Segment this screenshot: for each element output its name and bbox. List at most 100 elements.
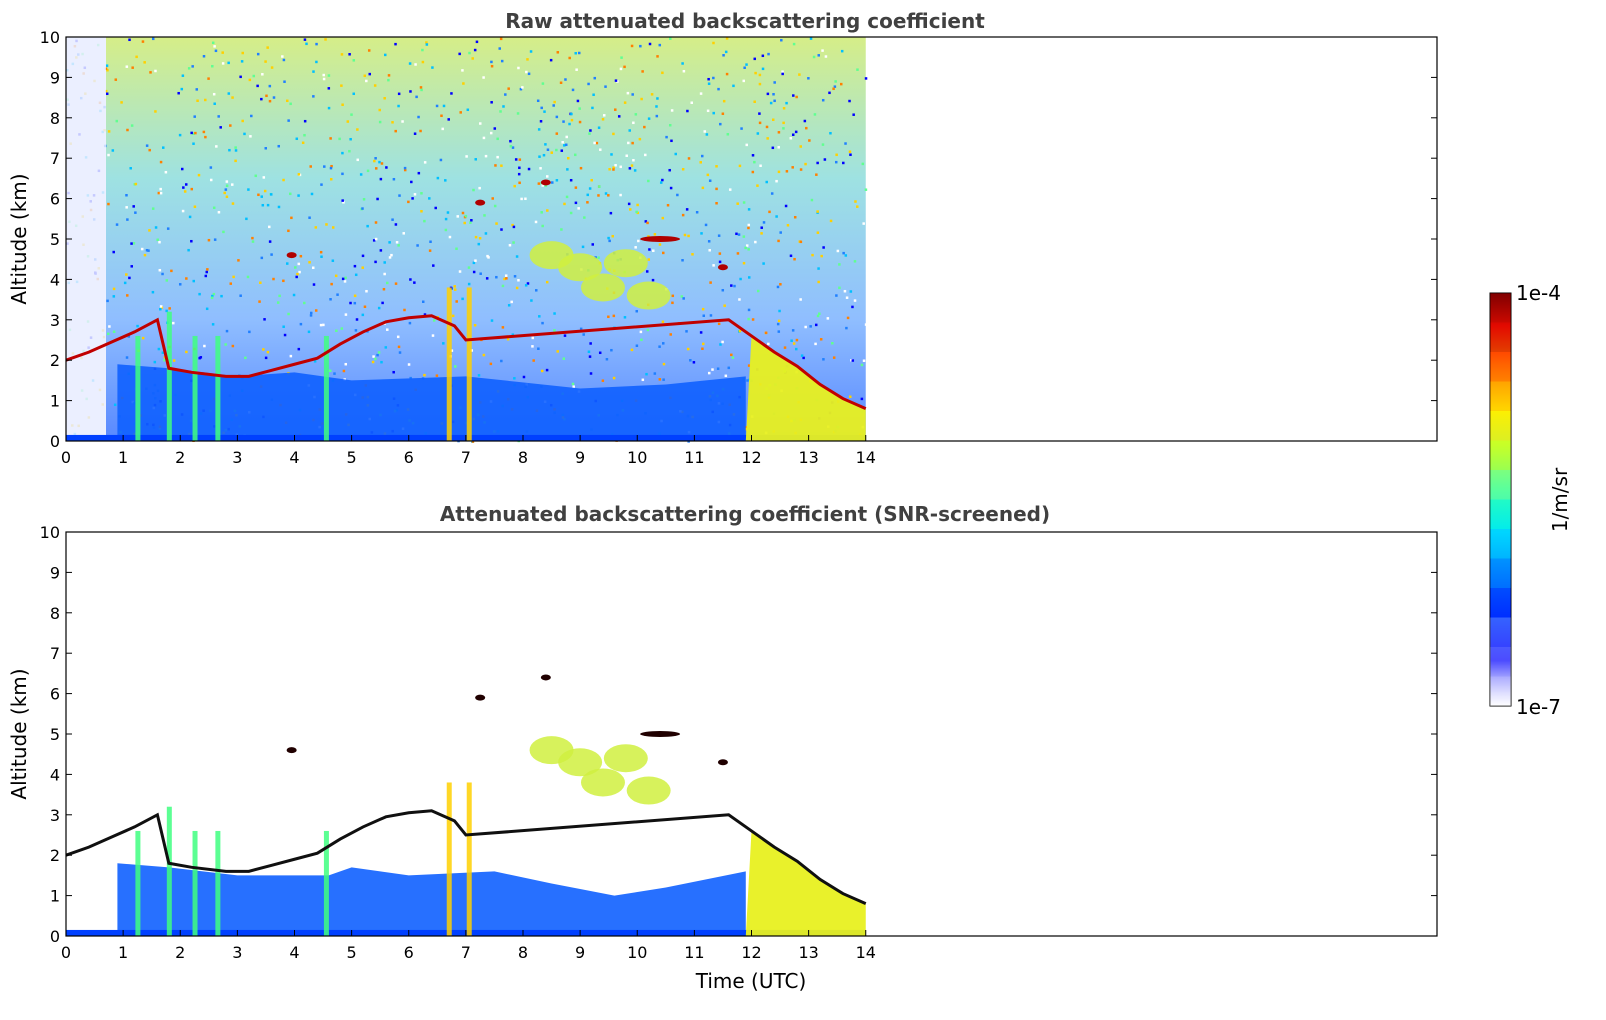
y-tick-label: 10: [40, 28, 60, 47]
x-tick-label: 13: [798, 448, 818, 467]
x-tick-label: 4: [289, 943, 299, 962]
y-tick-label: 5: [50, 230, 60, 249]
x-tick-label: 8: [518, 943, 528, 962]
x-tick-label: 7: [461, 943, 471, 962]
colorbar-band: [1490, 529, 1511, 559]
boundary-layer: [117, 863, 746, 936]
colorbar-band: [1490, 411, 1511, 441]
y-tick-label: 2: [50, 846, 60, 865]
x-tick-label: 0: [61, 448, 71, 467]
y-tick-label: 9: [50, 68, 60, 87]
aerosol-mark: [558, 748, 603, 777]
y-tick-label: 10: [40, 523, 60, 542]
raw-noise-background: [105, 37, 866, 441]
colorbar-min-label: 1e-7: [1516, 695, 1561, 719]
cloud-patch-mark: [286, 747, 297, 754]
y-tick-label: 0: [50, 432, 60, 451]
cloud-patch-mark: [640, 236, 681, 242]
panel-raw-heatmap: [65, 37, 868, 444]
x-tick-label: 14: [856, 943, 876, 962]
plume-mark: [323, 335, 329, 441]
colorbar-band: [1490, 617, 1511, 647]
plume-mark: [192, 335, 198, 441]
colorbar-unit-label: 1/m/sr: [1548, 467, 1572, 532]
cloud-patch-mark: [286, 252, 297, 259]
plume-mark: [166, 806, 172, 936]
x-tick-label: 3: [232, 943, 242, 962]
colorbar-band: [1490, 470, 1511, 500]
x-tick-label: 10: [627, 448, 647, 467]
x-tick-label: 9: [575, 943, 585, 962]
plume-mark: [323, 830, 329, 936]
x-tick-label: 2: [175, 448, 185, 467]
boundary-layer-top-line: [65, 809, 867, 906]
plume-mark: [135, 335, 141, 441]
plume-mark: [466, 782, 472, 936]
x-tick-label: 7: [461, 448, 471, 467]
colorbar-band: [1490, 381, 1511, 411]
colorbar: 1e-4 1e-7 1/m/sr: [1489, 281, 1572, 719]
x-tick-label: 5: [347, 943, 357, 962]
boundary-layer: [117, 364, 746, 441]
panel-raw-x-ticks: 0 1 2 3 4 5 6 7 8 9 10 11 12 13 14: [61, 435, 876, 467]
y-tick-label: 3: [50, 806, 60, 825]
colorbar-gradient: [1489, 292, 1512, 707]
aerosol-mark: [580, 768, 625, 797]
y-tick-label: 0: [50, 927, 60, 946]
colorbar-band: [1490, 322, 1511, 352]
aerosol-mark: [558, 253, 603, 282]
colorbar-max-label: 1e-4: [1516, 281, 1561, 305]
afternoon-mixed-layer: [745, 830, 866, 936]
x-tick-label: 4: [289, 448, 299, 467]
y-tick-label: 9: [50, 563, 60, 582]
panel-screened: Attenuated backscattering coefficient (S…: [7, 502, 1438, 993]
y-tick-label: 7: [50, 149, 60, 168]
plume-mark: [135, 830, 141, 936]
x-tick-label: 9: [575, 448, 585, 467]
x-tick-label: 5: [347, 448, 357, 467]
panel-raw-y-axis-label: Altitude (km): [7, 173, 31, 304]
y-tick-label: 6: [50, 190, 60, 209]
y-tick-label: 8: [50, 109, 60, 128]
x-tick-label: 1: [118, 943, 128, 962]
plume-mark: [166, 311, 172, 441]
x-tick-label: 13: [798, 943, 818, 962]
plume-mark: [446, 782, 452, 936]
y-tick-label: 2: [50, 351, 60, 370]
cloud-patch-mark: [540, 179, 551, 186]
aerosol-mark: [580, 273, 625, 302]
cloud-patch-mark: [717, 264, 728, 271]
x-tick-label: 0: [61, 943, 71, 962]
plume-mark: [466, 287, 472, 441]
x-tick-label: 14: [856, 448, 876, 467]
y-tick-label: 5: [50, 725, 60, 744]
y-tick-label: 4: [50, 270, 60, 289]
x-tick-label: 3: [232, 448, 242, 467]
colorbar-band: [1490, 440, 1511, 470]
plume-mark: [192, 830, 198, 936]
y-tick-label: 6: [50, 685, 60, 704]
panel-screened-x-ticks: 0 1 2 3 4 5 6 7 8 9 10 11 12 13 14: [61, 930, 876, 962]
plume-mark: [215, 830, 221, 936]
aerosol-mark: [626, 281, 671, 310]
cloud-patch-mark: [475, 694, 486, 701]
colorbar-band: [1490, 647, 1511, 677]
colorbar-band: [1490, 676, 1511, 706]
aerosol-mark: [626, 776, 671, 805]
y-tick-label: 8: [50, 604, 60, 623]
colorbar-band: [1490, 588, 1511, 618]
y-tick-label: 3: [50, 311, 60, 330]
panel-screened-title: Attenuated backscattering coefficient (S…: [440, 502, 1050, 526]
panel-raw-title: Raw attenuated backscattering coefficien…: [505, 9, 985, 33]
cloud-patch-mark: [717, 759, 728, 766]
x-tick-label: 11: [684, 943, 704, 962]
x-tick-label: 6: [404, 943, 414, 962]
panel-screened-y-ticks: 0 1 2 3 4 5 6 7 8 9 10: [40, 523, 1437, 946]
panel-screened-y-axis-label: Altitude (km): [7, 668, 31, 799]
x-tick-label: 11: [684, 448, 704, 467]
x-tick-label: 12: [741, 943, 761, 962]
colorbar-band: [1490, 293, 1511, 323]
x-tick-label: 12: [741, 448, 761, 467]
x-tick-label: 6: [404, 448, 414, 467]
